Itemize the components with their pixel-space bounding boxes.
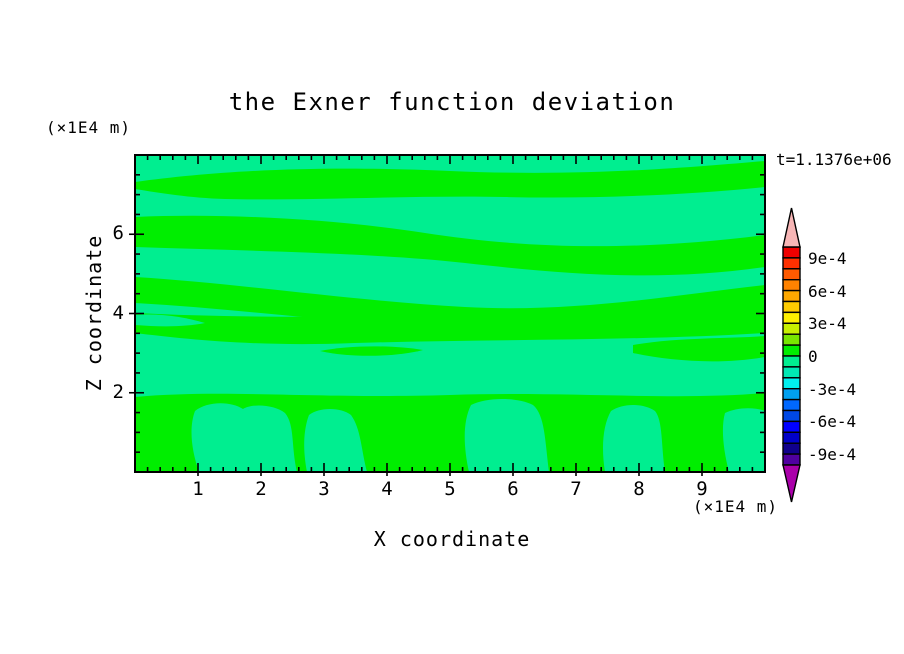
- colorbar-segment: [782, 333, 801, 346]
- colorbar-segment: [782, 344, 801, 357]
- z-axis-unit-label: (×1E4 m): [46, 118, 132, 137]
- colorbar-segment: [782, 409, 801, 423]
- positive-contour-band: [320, 346, 423, 356]
- x-tick-label: 5: [444, 478, 456, 500]
- x-tick-label: 8: [633, 478, 645, 500]
- colorbar-segment: [782, 377, 801, 390]
- negative-contour-plume: [722, 408, 765, 472]
- positive-contour-band: [135, 215, 765, 276]
- colorbar-segment: [782, 268, 801, 281]
- colorbar-over-arrow: [782, 207, 801, 248]
- x-axis-title: X coordinate: [373, 527, 531, 551]
- colorbar-segment: [782, 289, 801, 303]
- z-tick-label: 6: [112, 222, 124, 245]
- colorbar-segment: [782, 398, 801, 412]
- colorbar-segment: [782, 300, 801, 314]
- plot-frame: [134, 154, 766, 473]
- colorbar-segment: [782, 442, 801, 455]
- negative-contour-plume: [603, 405, 665, 472]
- contour-field: [135, 155, 765, 472]
- colorbar-under-arrow: [782, 464, 801, 503]
- colorbar-tick-label: 0: [808, 347, 818, 366]
- positive-contour-band: [135, 161, 765, 200]
- colorbar-tick-label: -3e-4: [808, 379, 857, 399]
- axis-ticks: [129, 155, 765, 476]
- colorbar-tick-label: -6e-4: [808, 412, 857, 432]
- colorbar-segment: [782, 420, 801, 433]
- z-tick-label: 2: [112, 380, 124, 403]
- colorbar-segment: [782, 279, 801, 292]
- positive-contour-band: [633, 336, 765, 362]
- x-tick-label: 2: [255, 478, 267, 500]
- colorbar-segment: [782, 322, 801, 335]
- colorbar-segment: [782, 431, 801, 444]
- positive-contour-band: [135, 311, 765, 345]
- colorbar-segment: [782, 257, 801, 270]
- z-tick-label: 4: [112, 301, 124, 324]
- negative-contour-plume: [135, 314, 205, 327]
- x-tick-label: 3: [318, 478, 330, 500]
- colorbar-tick-label: -9e-4: [808, 445, 857, 465]
- x-tick-label: 1: [192, 478, 204, 500]
- colorbar-segment: [782, 246, 801, 259]
- x-tick-label: 4: [381, 478, 393, 500]
- colorbar-segment: [782, 453, 801, 466]
- chart-title: the Exner function deviation: [228, 88, 676, 116]
- colorbar-tick-label: 9e-4: [808, 248, 847, 268]
- x-tick-label: 6: [507, 478, 519, 500]
- x-tick-label: 9: [696, 478, 708, 500]
- z-axis-title: Z coordinate: [82, 234, 106, 392]
- negative-contour-plume: [304, 409, 367, 472]
- colorbar-tick-label: 6e-4: [808, 281, 847, 301]
- colorbar: [782, 207, 801, 503]
- colorbar-segment: [782, 366, 801, 379]
- x-tick-label: 7: [570, 478, 582, 500]
- colorbar-segment: [782, 388, 801, 401]
- colorbar-segment: [782, 311, 801, 324]
- negative-contour-plume: [191, 403, 297, 472]
- colorbar-tick-label: 3e-4: [808, 314, 847, 334]
- time-annotation: t=1.1376e+06: [776, 150, 892, 169]
- negative-contour-plume: [464, 399, 549, 472]
- x-axis-unit-label: (×1E4 m): [692, 497, 778, 516]
- colorbar-segment: [782, 355, 801, 368]
